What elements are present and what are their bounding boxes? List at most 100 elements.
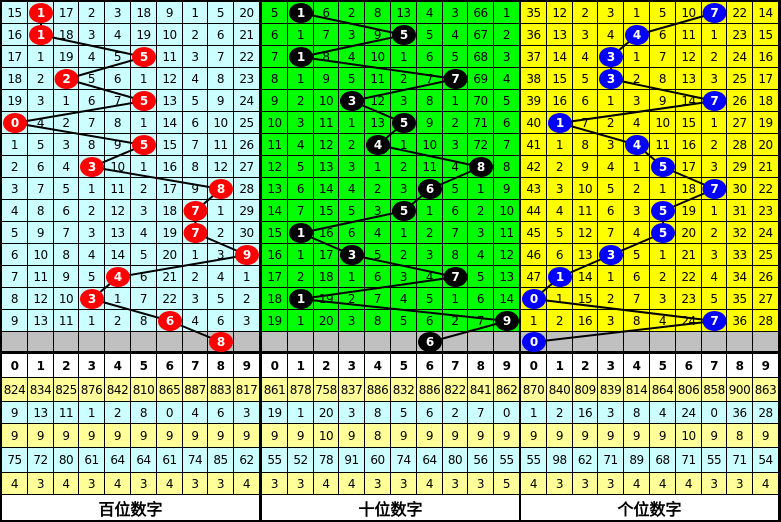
trend-cell: 13	[105, 222, 131, 244]
trend-cell: 23	[753, 200, 779, 222]
trend-cell: 19	[157, 222, 183, 244]
trend-cell: 17	[314, 244, 339, 266]
stat-cell: 5	[494, 473, 520, 495]
prediction-cell	[624, 332, 650, 352]
trend-cell: 3	[624, 90, 650, 112]
trend-cell: 15	[314, 200, 339, 222]
trend-cell: 35	[521, 2, 547, 24]
stat-cell: 91	[339, 448, 365, 473]
trend-cell: 9	[157, 2, 183, 24]
stat-cell: 55	[702, 448, 727, 473]
digit-header: 4	[365, 354, 391, 378]
trend-cell	[598, 244, 624, 266]
trend-cell: 4	[208, 266, 234, 288]
stat-cell: 864	[650, 378, 676, 402]
trend-cell: 5	[131, 244, 157, 266]
trend-cell: 3	[391, 266, 417, 288]
stat-cell: 9	[468, 424, 494, 448]
trend-cell: 33	[727, 244, 753, 266]
trend-cell: 1	[650, 244, 676, 266]
stat-cell: 3	[339, 402, 365, 424]
trend-cell: 2	[573, 2, 598, 24]
trend-cell: 18	[753, 90, 779, 112]
trend-cell: 5	[262, 2, 288, 24]
stat-cell: 3	[598, 402, 624, 424]
stat-cell: 822	[443, 378, 468, 402]
trend-cell: 4	[494, 68, 520, 90]
stat-cell: 3	[443, 473, 468, 495]
stat-cell: 64	[417, 448, 443, 473]
prediction-cell	[547, 332, 573, 352]
prediction-cell	[105, 332, 131, 352]
trend-cell: 1	[79, 178, 105, 200]
trend-cell: 18	[314, 266, 339, 288]
trend-cell: 69	[468, 68, 494, 90]
trend-cell: 45	[521, 222, 547, 244]
trend-cell: 26	[234, 134, 260, 156]
trend-cell: 13	[676, 68, 702, 90]
trend-cell: 36	[521, 24, 547, 46]
trend-cell: 11	[676, 24, 702, 46]
stat-cell: 2	[105, 402, 131, 424]
trend-cell: 29	[234, 200, 260, 222]
trend-cell: 6	[208, 310, 234, 332]
trend-cell: 5	[494, 90, 520, 112]
trend-cell: 4	[391, 288, 417, 310]
trend-cell: 39	[521, 90, 547, 112]
trend-cell: 19	[262, 310, 288, 332]
digit-header: 6	[417, 354, 443, 378]
stat-cell: 3	[391, 473, 417, 495]
stat-cell: 832	[391, 378, 417, 402]
trend-cell: 13	[547, 24, 573, 46]
stat-cell: 842	[105, 378, 131, 402]
trend-cell: 3	[598, 2, 624, 24]
trend-cell	[208, 178, 234, 200]
stat-cell: 4	[417, 473, 443, 495]
stat-cell: 55	[262, 448, 288, 473]
trend-cell: 1	[417, 200, 443, 222]
trend-cell: 11	[54, 310, 79, 332]
stat-cell: 3	[208, 473, 234, 495]
digit-header: 5	[131, 354, 157, 378]
stat-cell: 8	[365, 424, 391, 448]
trend-cell: 9	[314, 68, 339, 90]
trend-cell: 12	[365, 90, 391, 112]
trend-cell: 13	[494, 266, 520, 288]
trend-cell: 7	[598, 222, 624, 244]
trend-cell: 9	[494, 178, 520, 200]
trend-cell: 16	[314, 222, 339, 244]
trend-cell: 41	[521, 134, 547, 156]
trend-cell: 72	[468, 134, 494, 156]
trend-cell: 12	[262, 156, 288, 178]
trend-cell: 3	[598, 310, 624, 332]
prediction-cell	[702, 332, 727, 352]
trend-cell: 1	[131, 112, 157, 134]
stat-cell: 80	[443, 448, 468, 473]
trend-cell: 4	[468, 244, 494, 266]
trend-cell: 5	[2, 222, 28, 244]
stat-cell: 24	[676, 402, 702, 424]
trend-cell: 1	[28, 46, 54, 68]
trend-cell: 2	[702, 134, 727, 156]
trend-cell: 1	[105, 288, 131, 310]
trend-cell: 18	[157, 200, 183, 222]
trend-cell: 7	[314, 24, 339, 46]
stat-cell: 9	[753, 424, 779, 448]
trend-cell: 24	[234, 90, 260, 112]
trend-cell: 4	[105, 24, 131, 46]
trend-cell: 23	[727, 24, 753, 46]
trend-cell: 5	[468, 266, 494, 288]
trend-cell	[391, 200, 417, 222]
trend-cell: 4	[79, 46, 105, 68]
trend-cell: 5	[443, 178, 468, 200]
trend-cell: 3	[288, 112, 314, 134]
trend-cell: 24	[676, 310, 702, 332]
trend-cell: 1	[650, 178, 676, 200]
trend-cell: 2	[702, 46, 727, 68]
trend-cell: 8	[624, 310, 650, 332]
prediction-cell	[676, 332, 702, 352]
trend-cell: 25	[234, 112, 260, 134]
trend-cell	[288, 2, 314, 24]
trend-cell: 31	[727, 200, 753, 222]
trend-cell: 9	[28, 222, 54, 244]
